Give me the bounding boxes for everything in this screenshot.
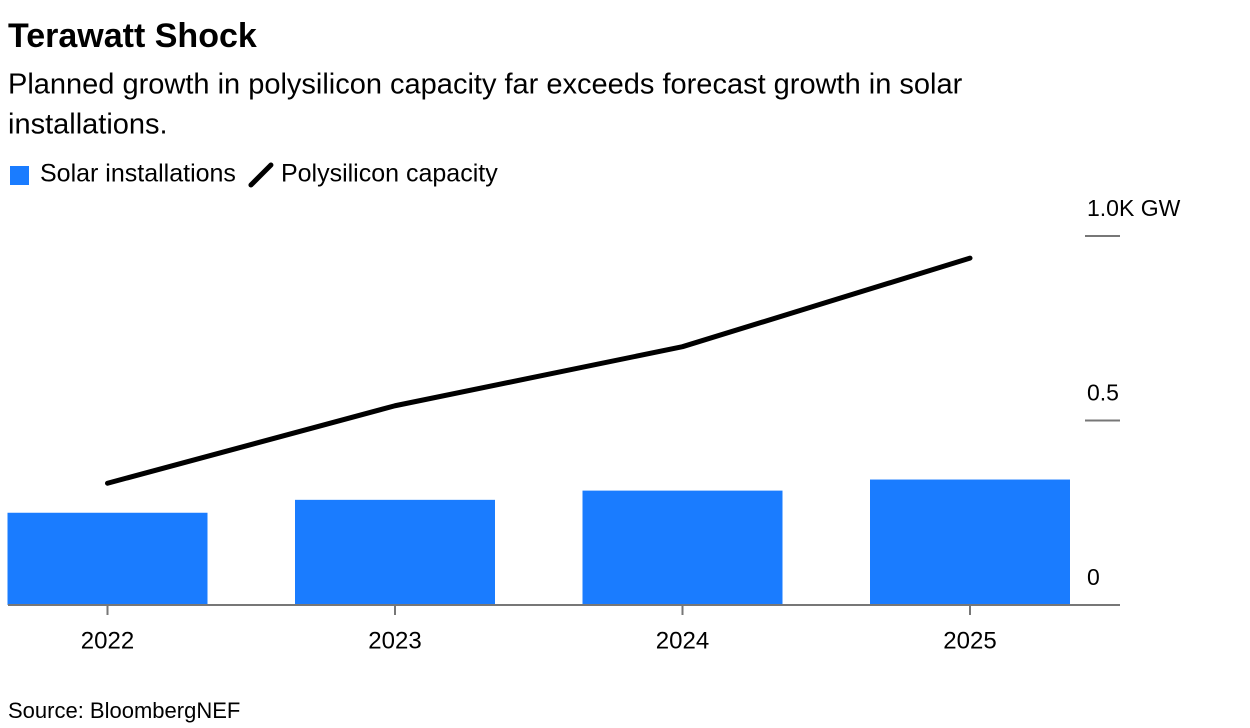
bar [7, 512, 208, 605]
legend-swatch [10, 166, 29, 185]
y-tick-label: 1.0K GW [1087, 195, 1181, 221]
x-tick-label: 2023 [368, 627, 421, 654]
source: Source: BloombergNEF [8, 698, 240, 723]
y-tick-label: 0.5 [1087, 380, 1119, 406]
legend-label: Solar installations [40, 160, 236, 188]
chart-subtitle: Planned growth in polysilicon capacity f… [8, 69, 963, 101]
x-tick-label: 2025 [943, 627, 996, 654]
line [105, 255, 973, 486]
chart-title: Terawatt Shock [8, 17, 257, 55]
bar [582, 490, 783, 605]
x-tick-label: 2022 [81, 627, 134, 654]
legend-label: Polysilicon capacity [281, 160, 498, 188]
bar [870, 479, 1070, 605]
y-tick-label: 0 [1087, 564, 1100, 590]
x-tick-label: 2024 [656, 627, 709, 654]
bar [295, 499, 495, 605]
chart-subtitle: installations. [8, 109, 168, 141]
legend-swatch [248, 162, 274, 188]
